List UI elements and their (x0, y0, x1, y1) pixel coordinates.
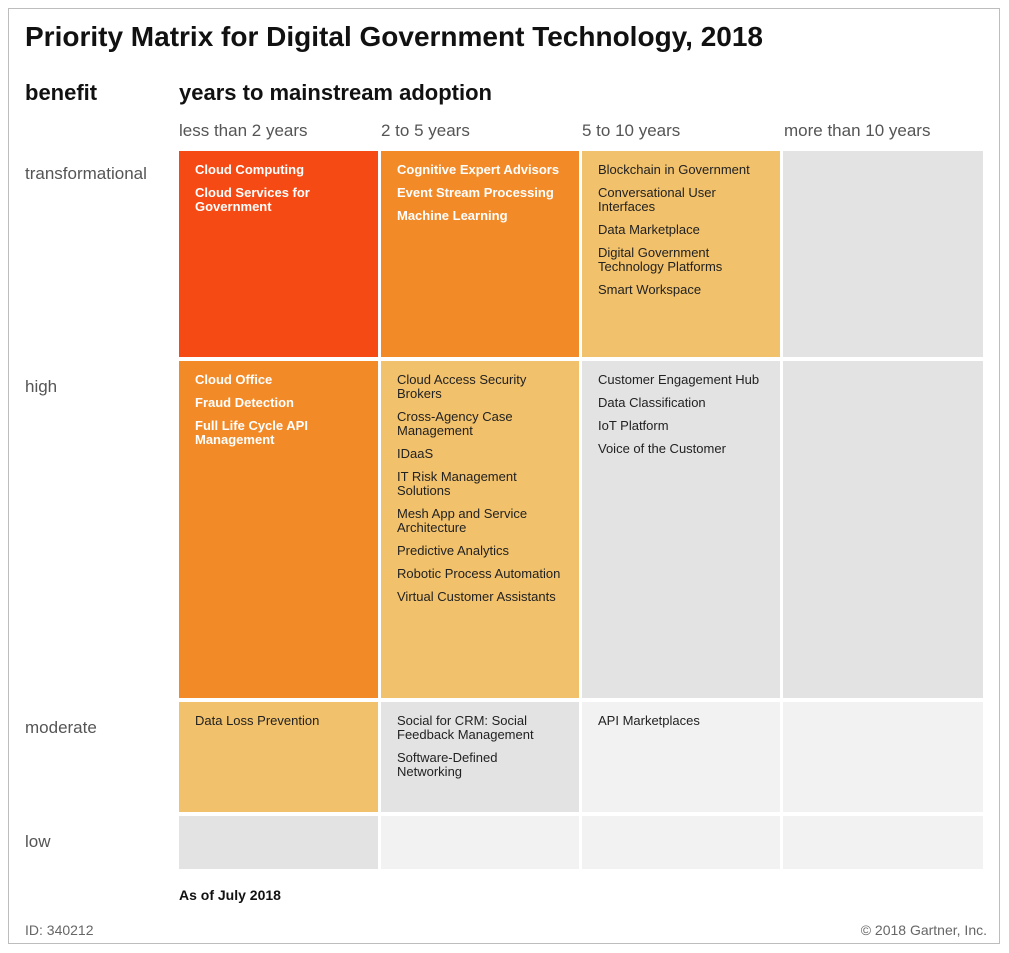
technology-item: API Marketplaces (598, 713, 700, 728)
cell-high-5to10: Customer Engagement Hub Data Classificati… (582, 361, 780, 698)
cell-low-5to10 (582, 816, 780, 869)
as-of-date: As of July 2018 (179, 887, 281, 903)
technology-item: Machine Learning (397, 208, 508, 223)
technology-item: Robotic Process Automation (397, 566, 561, 581)
technology-item: Virtual Customer Assistants (397, 589, 556, 604)
row-header-high: high (25, 377, 58, 396)
cell-transformational-gt10 (783, 151, 983, 357)
technology-item: Cloud Office (195, 372, 273, 387)
technology-item: Mesh App and Service Architecture (397, 506, 528, 535)
technology-item: Event Stream Processing (397, 185, 554, 200)
technology-item: Software-Defined Networking (397, 750, 498, 779)
cell-high-2to5: Cloud Access Security Brokers Cross-Agenc… (381, 361, 579, 698)
technology-item: Cloud Computing (195, 162, 305, 177)
technology-item: Cognitive Expert Advisors (397, 162, 560, 177)
column-header-gt10: more than 10 years (784, 121, 931, 140)
document-id: ID: 340212 (25, 922, 94, 938)
technology-item: Digital Government Technology Platforms (598, 245, 723, 274)
technology-item: Cross-Agency Case Management (397, 409, 513, 438)
technology-item: Customer Engagement Hub (598, 372, 760, 387)
technology-item: Blockchain in Government (598, 162, 750, 177)
cell-moderate-lt2: Data Loss Prevention (179, 702, 378, 812)
technology-item: IoT Platform (598, 418, 669, 433)
cell-low-lt2 (179, 816, 378, 869)
technology-item: Conversational User Interfaces (598, 185, 716, 214)
chart-title: Priority Matrix for Digital Government T… (25, 21, 764, 52)
technology-item: Cloud Access Security Brokers (397, 372, 527, 401)
technology-item: Data Loss Prevention (195, 713, 320, 728)
column-header-5to10: 5 to 10 years (582, 121, 681, 140)
row-header-moderate: moderate (25, 718, 97, 737)
technology-item: Voice of the Customer (598, 441, 726, 456)
years-axis-label: years to mainstream adoption (179, 80, 492, 105)
technology-item: Social for CRM: Social Feedback Manageme… (397, 713, 534, 742)
row-header-low: low (25, 832, 51, 851)
technology-item: Data Marketplace (598, 222, 700, 237)
technology-item: IT Risk Management Solutions (397, 469, 517, 498)
benefit-axis-label: benefit (25, 80, 98, 105)
technology-item: Fraud Detection (195, 395, 294, 410)
cell-high-gt10 (783, 361, 983, 698)
technology-item: Predictive Analytics (397, 543, 509, 558)
cell-low-gt10 (783, 816, 983, 869)
cell-high-lt2: Cloud Office Fraud Detection Full Life Cyc… (179, 361, 378, 698)
technology-item: Smart Workspace (598, 282, 702, 297)
cell-moderate-gt10 (783, 702, 983, 812)
copyright: © 2018 Gartner, Inc. (860, 922, 987, 938)
row-header-transformational: transformational (25, 164, 147, 183)
column-header-lt2: less than 2 years (179, 121, 308, 140)
technology-item: Full Life Cycle API Management (195, 418, 308, 447)
technology-item: Data Classification (598, 395, 706, 410)
cell-moderate-2to5: Social for CRM: Social Feedback Manageme… (381, 702, 579, 812)
cell-transformational-lt2: Cloud Computing Cloud Services for Govern… (179, 151, 378, 357)
cell-transformational-2to5: Cognitive Expert Advisors Event Stream Pr… (381, 151, 579, 357)
cell-transformational-5to10: Blockchain in Government Conversational U… (582, 151, 780, 357)
cell-low-2to5 (381, 816, 579, 869)
column-header-2to5: 2 to 5 years (381, 121, 470, 140)
technology-item: Cloud Services for Government (195, 185, 310, 214)
cell-moderate-5to10: API Marketplaces (582, 702, 780, 812)
technology-item: IDaaS (397, 446, 434, 461)
